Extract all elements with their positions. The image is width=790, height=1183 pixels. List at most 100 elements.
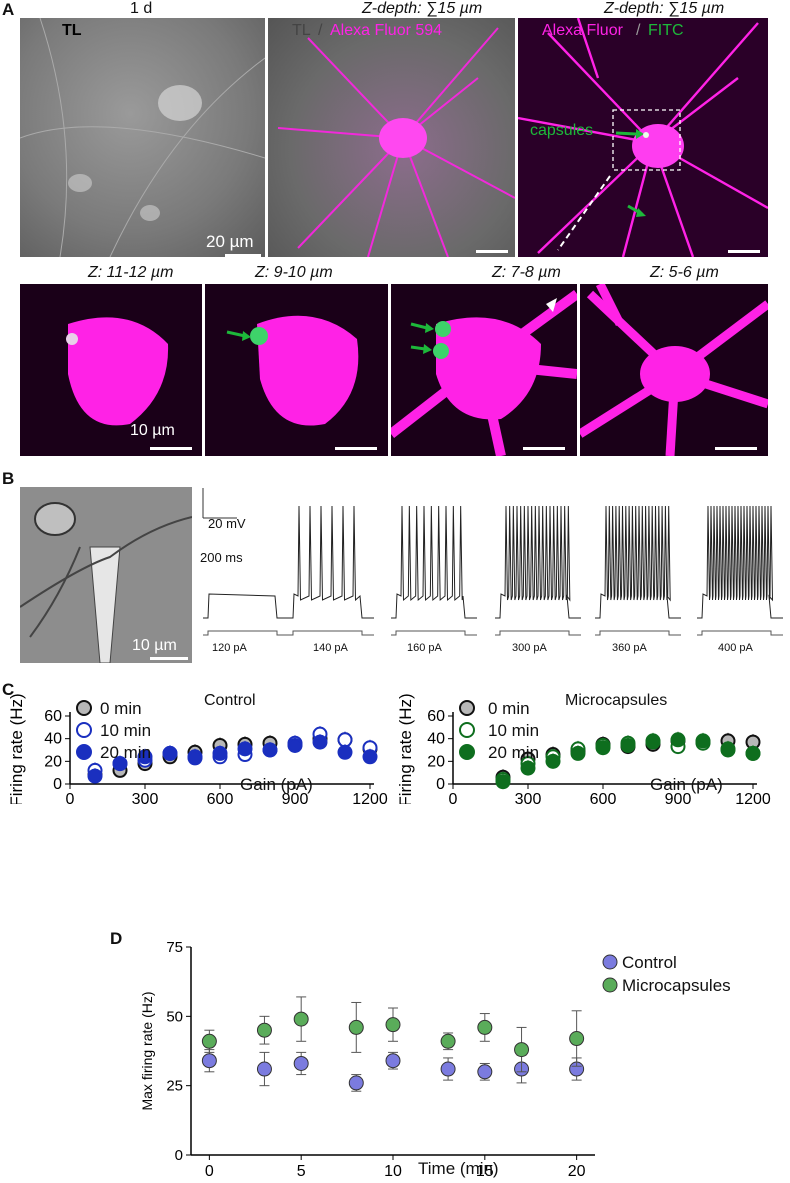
y-tick-label: 60 xyxy=(427,708,445,725)
voltage-trace xyxy=(391,505,477,619)
legend-marker xyxy=(76,744,92,760)
data-point xyxy=(440,1061,456,1077)
current-step-trace xyxy=(203,630,289,636)
data-point xyxy=(201,1053,217,1069)
data-point xyxy=(162,745,178,761)
data-point xyxy=(293,1011,309,1027)
fitc-label: FITC xyxy=(648,22,684,39)
data-point xyxy=(212,745,228,761)
legend-c1-0: 0 min xyxy=(100,699,142,718)
data-point xyxy=(262,742,278,758)
x-tick-label: 600 xyxy=(207,791,234,804)
y-tick-label: 0 xyxy=(175,1147,183,1164)
data-point xyxy=(362,749,378,765)
data-point xyxy=(348,1019,364,1035)
data-point xyxy=(337,744,353,760)
legend-marker xyxy=(76,700,92,716)
y-tick-label: 40 xyxy=(44,731,62,748)
scale-label-bottom: 10 µm xyxy=(130,422,175,439)
current-step-trace xyxy=(495,630,581,636)
panel-d-letter: D xyxy=(110,929,123,948)
data-point xyxy=(287,737,303,753)
data-point xyxy=(293,1055,309,1071)
z-label-3: Z: 7-8 µm xyxy=(492,264,561,281)
legend-marker xyxy=(459,744,475,760)
c2-xlabel: Gain (pA) xyxy=(650,775,723,794)
x-tick-label: 5 xyxy=(297,1163,306,1180)
current-label-1: 120 pA xyxy=(212,642,247,654)
x-tick-label: 900 xyxy=(282,791,309,804)
legend-c1-1: 10 min xyxy=(100,721,152,740)
tl-image: TL 20 µm xyxy=(20,18,265,257)
panel-a-letter: A xyxy=(2,0,15,19)
current-step-trace xyxy=(697,630,783,636)
data-point xyxy=(514,1042,530,1058)
scale-bar xyxy=(150,657,188,660)
zslice-image-2 xyxy=(205,284,388,456)
y-tick-label: 50 xyxy=(166,1008,183,1025)
data-point xyxy=(237,741,253,757)
data-point xyxy=(570,745,586,761)
data-point xyxy=(385,1017,401,1033)
z-label-1: Z: 11-12 µm xyxy=(88,264,174,281)
voltage-trace xyxy=(203,593,289,619)
data-point xyxy=(477,1064,493,1080)
merge-image: TL / Alexa Fluor 594 xyxy=(268,18,515,257)
data-point xyxy=(348,1075,364,1091)
zslice-image-1: 10 µm xyxy=(20,284,202,456)
x-tick-label: 0 xyxy=(66,791,75,804)
x-tick-label: 1200 xyxy=(352,791,388,804)
data-point xyxy=(670,732,686,748)
scale-bar xyxy=(150,447,192,450)
data-point xyxy=(256,1061,272,1077)
current-label-6: 400 pA xyxy=(718,642,753,654)
legend-d-control: Control xyxy=(622,953,677,972)
data-point xyxy=(720,741,736,757)
scale-bar xyxy=(728,250,760,253)
x-tick-label: 15 xyxy=(476,1163,494,1180)
fitc-alexa-label: Alexa Fluor xyxy=(542,22,623,39)
data-point xyxy=(645,733,661,749)
control-title: Control xyxy=(204,692,256,709)
data-point xyxy=(545,753,561,769)
microcapsules-title: Microcapsules xyxy=(565,692,668,709)
voltage-trace xyxy=(495,505,581,619)
x-tick-label: 1200 xyxy=(735,791,771,804)
scale-bar xyxy=(715,447,757,450)
data-point xyxy=(495,774,511,790)
d-xlabel: Time (min) xyxy=(418,1159,499,1178)
patch-scale-label: 10 µm xyxy=(132,637,177,654)
y-axis-label: Max firing rate (Hz) xyxy=(140,991,155,1110)
scale-bar xyxy=(523,447,565,450)
data-point xyxy=(312,734,328,750)
c1-xlabel: Gain (pA) xyxy=(240,775,313,794)
z-label-2: Z: 9-10 µm xyxy=(255,264,333,281)
legend-c2-2: 20 min xyxy=(488,743,540,762)
data-point xyxy=(520,760,536,776)
x-tick-label: 300 xyxy=(515,791,542,804)
legend-marker xyxy=(76,722,92,738)
data-point xyxy=(201,1033,217,1049)
y-tick-label: 25 xyxy=(166,1078,183,1095)
ms-scale-label: 200 ms xyxy=(200,550,243,565)
data-point xyxy=(256,1022,272,1038)
scale-label-top: 20 µm xyxy=(206,232,254,251)
patch-image: 10 µm xyxy=(20,487,192,663)
data-point xyxy=(137,749,153,765)
x-tick-label: 20 xyxy=(568,1163,586,1180)
current-step-trace xyxy=(288,630,374,636)
zdepth-label-1: Z-depth: ∑15 µm xyxy=(362,0,483,17)
x-tick-label: 0 xyxy=(449,791,458,804)
y-tick-label: 60 xyxy=(44,708,62,725)
legend-d-micro: Microcapsules xyxy=(622,976,731,995)
current-step-trace xyxy=(595,630,681,636)
y-tick-label: 20 xyxy=(44,753,62,770)
alexa-594-label: Alexa Fluor 594 xyxy=(330,22,443,39)
x-tick-label: 300 xyxy=(132,791,159,804)
voltage-traces xyxy=(202,488,783,636)
zslice-image-4 xyxy=(580,284,768,456)
mv-scale-label: 20 mV xyxy=(208,516,246,531)
data-point xyxy=(695,733,711,749)
